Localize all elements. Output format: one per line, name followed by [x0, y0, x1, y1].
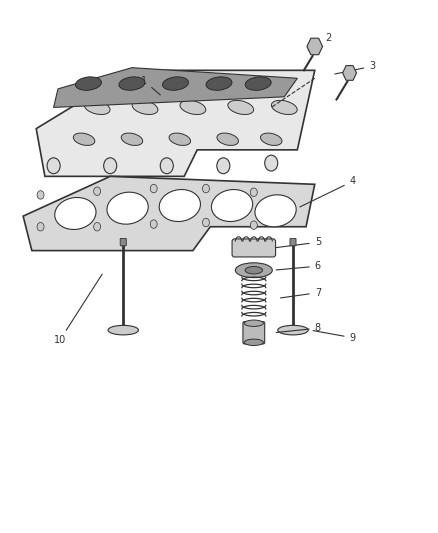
Circle shape	[217, 158, 230, 174]
Ellipse shape	[84, 100, 110, 115]
Text: 7: 7	[280, 288, 321, 298]
Ellipse shape	[169, 133, 191, 146]
Circle shape	[104, 158, 117, 174]
Polygon shape	[23, 176, 315, 251]
Ellipse shape	[244, 339, 263, 345]
Ellipse shape	[75, 77, 102, 90]
Text: 5: 5	[276, 237, 321, 248]
FancyBboxPatch shape	[120, 238, 126, 246]
Circle shape	[94, 187, 101, 196]
Ellipse shape	[107, 192, 148, 224]
Ellipse shape	[278, 325, 308, 335]
FancyBboxPatch shape	[290, 238, 296, 246]
Circle shape	[94, 222, 101, 231]
Ellipse shape	[55, 198, 96, 230]
Text: 1: 1	[141, 76, 160, 95]
Ellipse shape	[235, 263, 272, 278]
Circle shape	[37, 191, 44, 199]
Ellipse shape	[73, 133, 95, 146]
Ellipse shape	[159, 190, 201, 222]
Circle shape	[202, 218, 209, 227]
Ellipse shape	[261, 133, 282, 146]
Ellipse shape	[217, 133, 238, 146]
Circle shape	[265, 155, 278, 171]
Text: 2: 2	[308, 33, 332, 50]
Text: 4: 4	[300, 176, 356, 207]
Polygon shape	[343, 66, 357, 80]
Text: 3: 3	[335, 61, 375, 74]
Circle shape	[251, 188, 257, 197]
Polygon shape	[53, 68, 297, 108]
Ellipse shape	[272, 100, 297, 115]
Ellipse shape	[245, 266, 262, 274]
FancyBboxPatch shape	[243, 321, 265, 344]
Circle shape	[160, 158, 173, 174]
Text: 10: 10	[53, 274, 102, 345]
Ellipse shape	[121, 133, 143, 146]
Polygon shape	[307, 38, 322, 55]
Circle shape	[251, 221, 257, 229]
Ellipse shape	[162, 77, 188, 90]
Text: 9: 9	[313, 330, 356, 343]
Circle shape	[37, 222, 44, 231]
Text: 8: 8	[276, 323, 321, 333]
Ellipse shape	[119, 77, 145, 90]
Polygon shape	[36, 70, 315, 176]
Ellipse shape	[108, 325, 138, 335]
Ellipse shape	[180, 100, 206, 115]
Ellipse shape	[255, 195, 296, 227]
Circle shape	[150, 220, 157, 228]
Ellipse shape	[206, 77, 232, 90]
Circle shape	[202, 184, 209, 193]
Ellipse shape	[132, 100, 158, 115]
Ellipse shape	[212, 190, 253, 222]
FancyBboxPatch shape	[232, 239, 276, 257]
Ellipse shape	[245, 77, 271, 90]
Ellipse shape	[228, 100, 254, 115]
Circle shape	[47, 158, 60, 174]
Text: 6: 6	[276, 261, 321, 271]
Circle shape	[150, 184, 157, 193]
Ellipse shape	[244, 320, 263, 326]
